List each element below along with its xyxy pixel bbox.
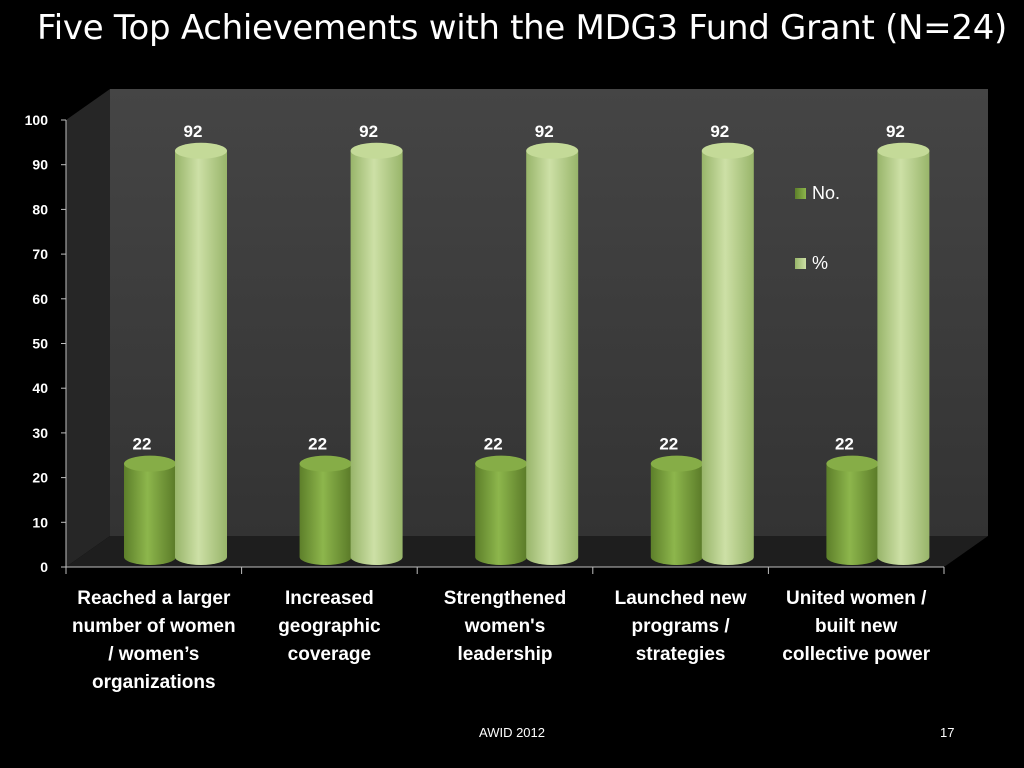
bar-no-2 (475, 455, 528, 565)
page-number: 17 (940, 725, 955, 740)
footer-source: AWID 2012 (479, 725, 545, 740)
y-tick-label-60: 60 (32, 291, 48, 307)
data-label-no-3: 22 (659, 435, 678, 454)
bar-body (124, 463, 176, 565)
bar-cap (299, 455, 352, 472)
bar-percent-2 (526, 142, 579, 565)
bar-cap (701, 142, 754, 159)
y-tick-label-80: 80 (32, 201, 48, 217)
y-tick-label-40: 40 (32, 380, 48, 396)
y-tick-label-50: 50 (32, 336, 48, 352)
legend-item-percent: % (795, 253, 828, 274)
bar-body (526, 150, 579, 565)
bar-body (175, 150, 227, 565)
data-labels: 22 22 22 22 22 92 92 92 92 92 (133, 122, 905, 454)
y-tick-label-90: 90 (32, 157, 48, 173)
bar-cap (526, 142, 579, 159)
y-tick-label-0: 0 (40, 559, 48, 575)
data-label-percent-4: 92 (886, 122, 905, 141)
data-label-no-4: 22 (835, 435, 854, 454)
legend-label-percent: % (812, 253, 829, 273)
data-label-percent-2: 92 (535, 122, 554, 141)
bar-body (877, 150, 930, 565)
bar-body (350, 150, 403, 565)
data-label-no-2: 22 (484, 435, 503, 454)
data-label-percent-0: 92 (184, 122, 203, 141)
bar-no-0 (124, 455, 176, 565)
bar-body (299, 463, 352, 565)
data-label-no-0: 22 (133, 435, 152, 454)
chart-title: Five Top Achievements with the MDG3 Fund… (36, 8, 1007, 48)
bar-cap (826, 455, 879, 472)
bar-no-1 (299, 455, 352, 565)
category-label-3: Launched new programs / strategies (614, 588, 747, 665)
bar-percent-1 (350, 142, 403, 565)
category-label-0: Reached a larger number of women / women… (71, 588, 236, 693)
y-tick-label-20: 20 (32, 470, 48, 486)
category-label-2: Strengthened women's leadership (443, 588, 567, 665)
y-tick-label-100: 100 (25, 112, 49, 128)
side-wall (66, 89, 110, 567)
bar-no-3 (650, 455, 703, 565)
legend-label-no: No. (812, 183, 841, 203)
bar-cap (350, 142, 403, 159)
bar-cap (650, 455, 703, 472)
y-axis: 0 10 20 30 40 50 60 70 80 90 100 (25, 112, 945, 575)
bars (124, 142, 930, 565)
bar-body (701, 150, 754, 565)
bar-body (826, 463, 879, 565)
bar-percent-0 (175, 142, 227, 565)
data-label-percent-1: 92 (359, 122, 378, 141)
y-tick-label-30: 30 (32, 425, 48, 441)
bar-no-4 (826, 455, 879, 565)
bar-cap (475, 455, 528, 472)
legend-swatch-percent (795, 258, 806, 269)
legend-swatch-no (795, 188, 806, 199)
category-label-4: United women / built new collective powe… (782, 588, 931, 665)
bar-cap (124, 455, 176, 472)
bar-percent-3 (701, 142, 754, 565)
bar-body (650, 463, 703, 565)
legend-item-no: No. (795, 183, 840, 204)
bar-percent-4 (877, 142, 930, 565)
data-label-percent-3: 92 (710, 122, 729, 141)
category-label-1: Increased geographic coverage (278, 588, 381, 665)
y-tick-label-70: 70 (32, 246, 48, 262)
data-label-no-1: 22 (308, 435, 327, 454)
bar-cap (877, 142, 930, 159)
y-tick-label-10: 10 (32, 514, 48, 530)
bar-cap (175, 142, 227, 159)
bar-body (475, 463, 528, 565)
